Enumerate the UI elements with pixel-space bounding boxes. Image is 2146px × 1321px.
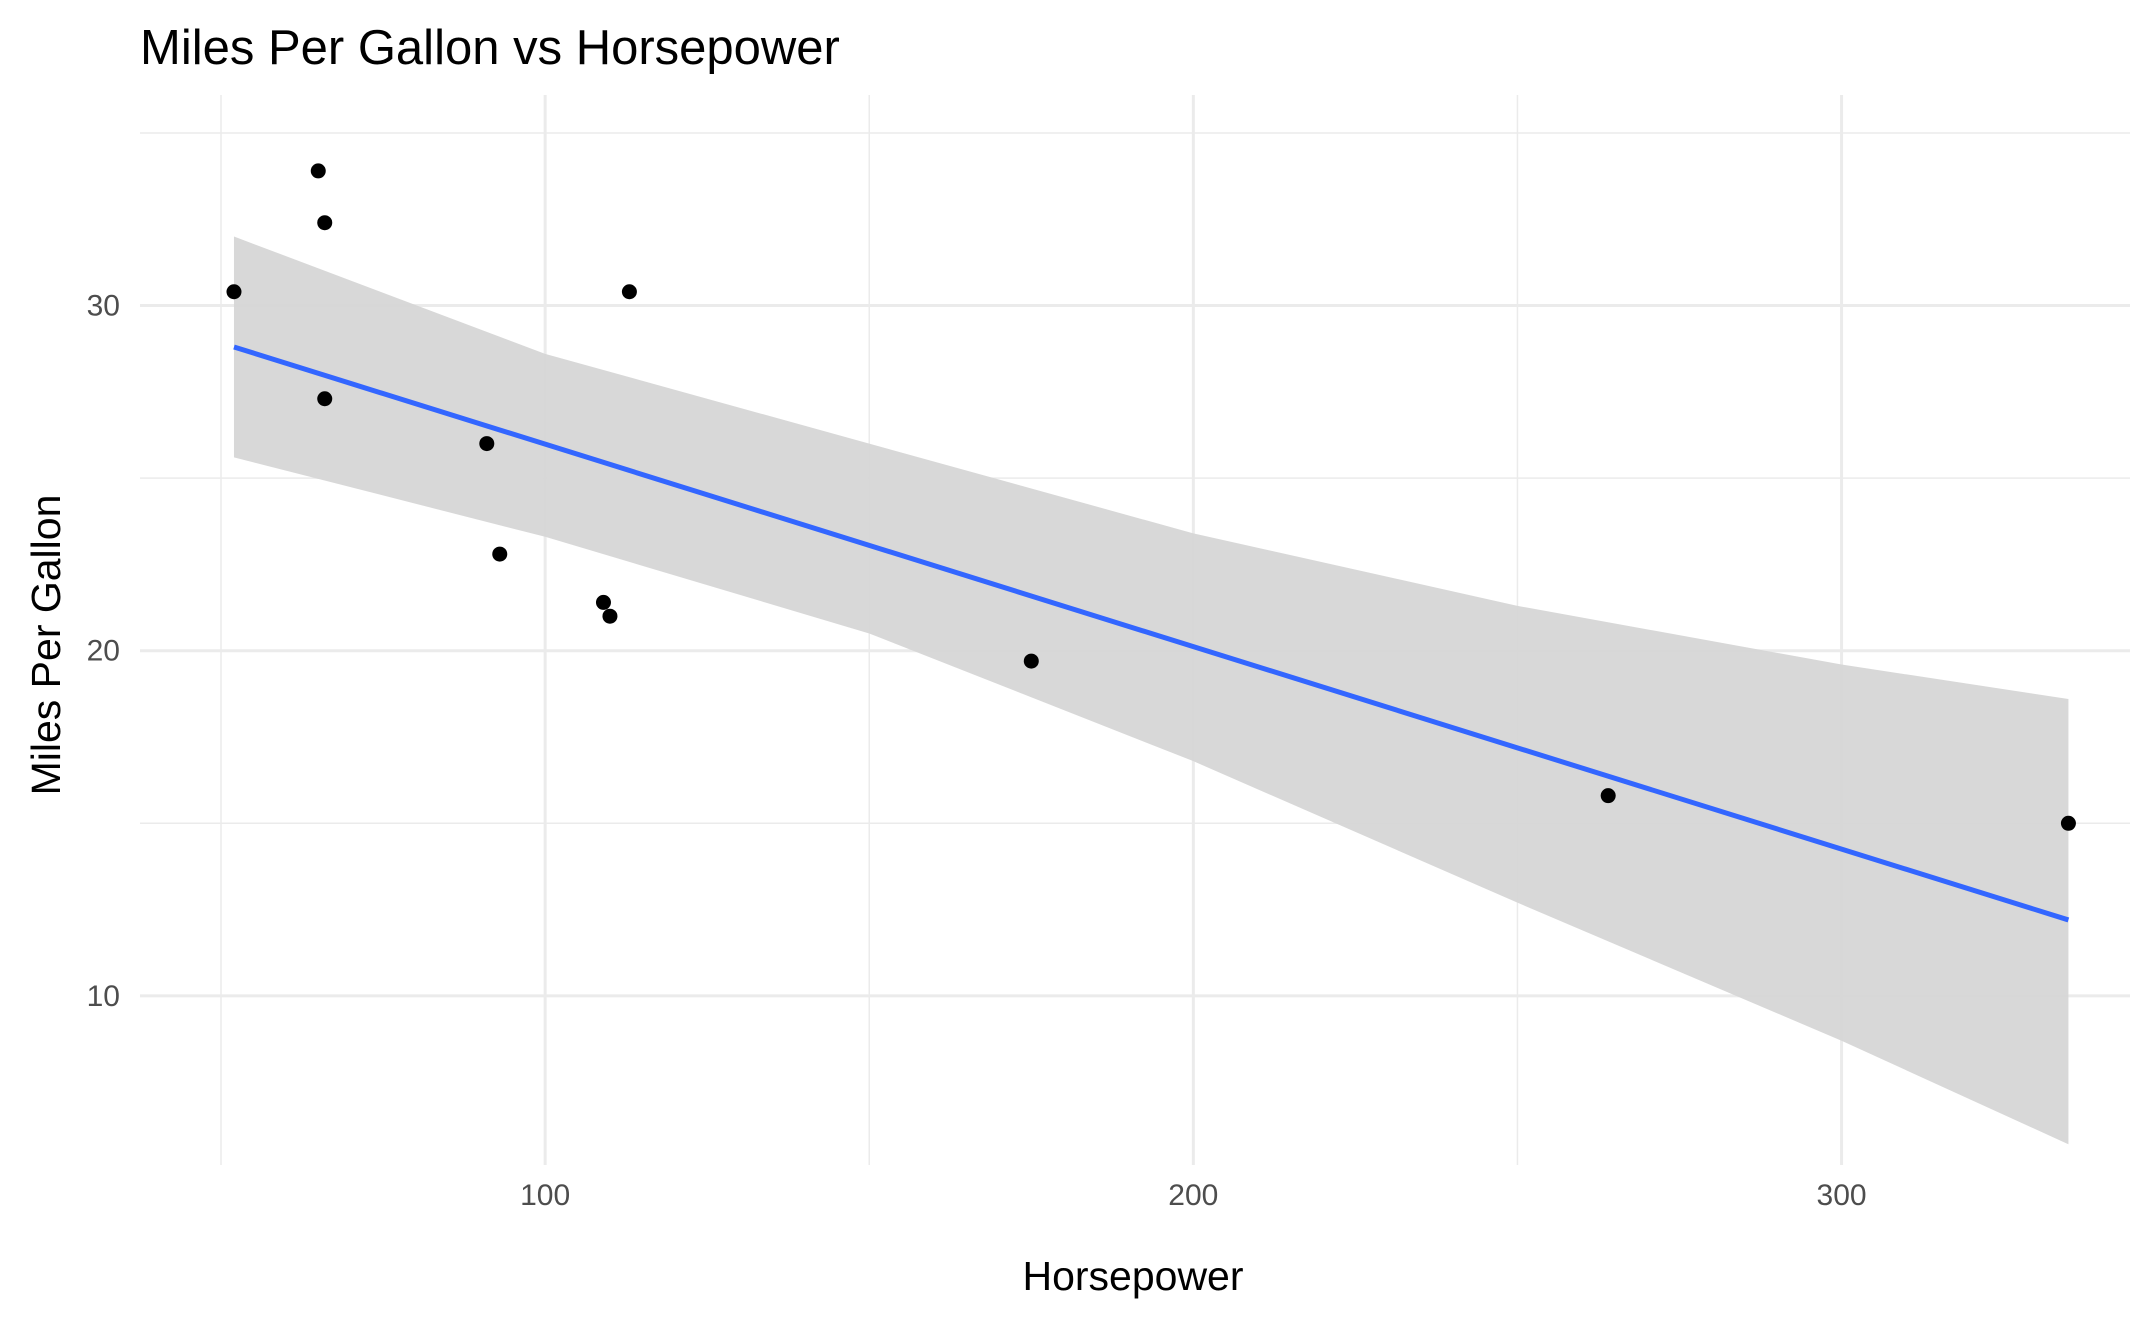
x-tick-label: 300 <box>1817 1179 1867 1212</box>
data-point <box>2060 815 2076 831</box>
x-axis-title: Horsepower <box>1022 1253 1243 1299</box>
x-tick-label: 100 <box>520 1179 570 1212</box>
y-tick-label: 20 <box>87 635 120 668</box>
data-point <box>602 608 618 624</box>
chart-title: Miles Per Gallon vs Horsepower <box>140 21 840 75</box>
data-point <box>595 594 611 610</box>
data-point <box>1600 788 1616 804</box>
data-point <box>226 284 242 300</box>
confidence-band <box>233 236 2069 1145</box>
data-point <box>317 391 333 407</box>
x-tick-label: 200 <box>1168 1179 1218 1212</box>
tick-labels: 100 200 300 10 20 30 <box>87 290 1867 1212</box>
data-point <box>317 215 333 231</box>
data-point <box>621 284 637 300</box>
y-axis-title: Miles Per Gallon <box>23 495 69 796</box>
data-point <box>310 163 326 179</box>
data-point <box>479 436 495 452</box>
data-point <box>1023 653 1039 669</box>
data-points <box>226 163 2076 831</box>
confidence-band-area <box>233 236 2069 1145</box>
trend-line-group <box>233 344 2070 923</box>
trend-line <box>233 344 2070 923</box>
y-tick-label: 30 <box>87 290 120 323</box>
y-tick-label: 10 <box>87 980 120 1013</box>
data-point <box>492 546 508 562</box>
